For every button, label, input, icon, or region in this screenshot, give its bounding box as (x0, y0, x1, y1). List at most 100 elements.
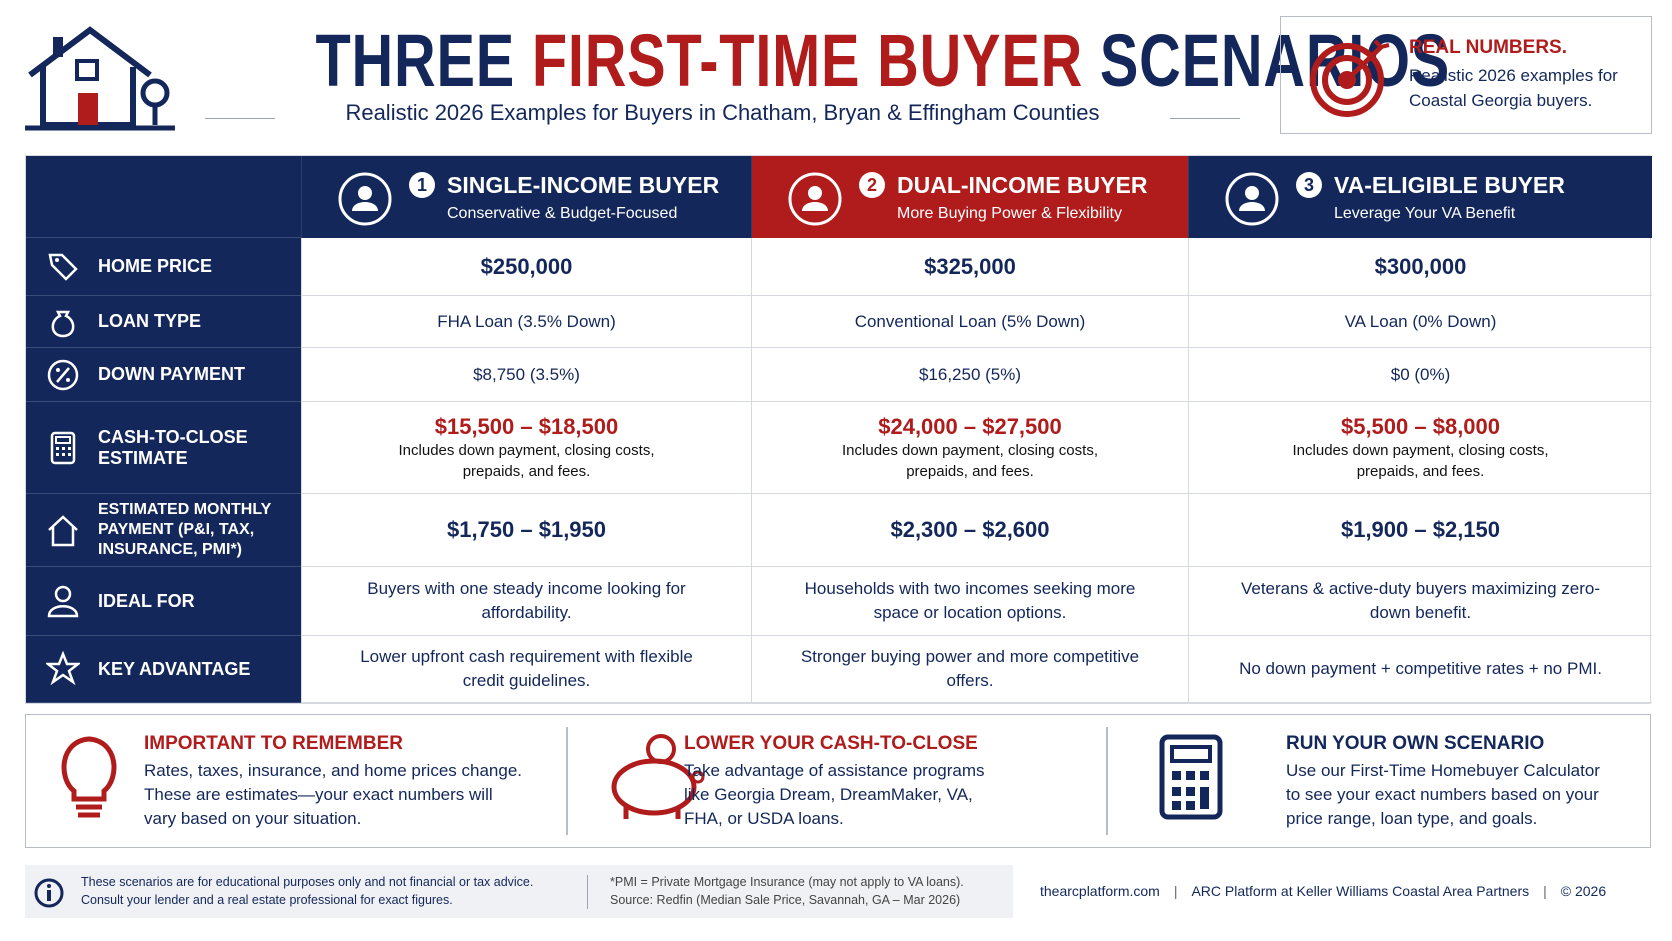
callout-text: Realistic 2026 examples for Coastal Geor… (1409, 66, 1618, 110)
column-icon (788, 172, 842, 226)
cell: No down payment + competitive rates + no… (1188, 636, 1652, 703)
calculator-icon (1159, 734, 1223, 820)
cell: $16,250 (5%) (751, 348, 1188, 402)
cell-note: Includes down payment, closing costs, pr… (842, 441, 1098, 480)
column-subtitle: More Buying Power & Flexibility (897, 204, 1122, 222)
tip: LOWER YOUR CASH-TO-CLOSE Take advantage … (566, 715, 1106, 847)
column-number: 2 (859, 172, 885, 198)
separator (566, 727, 568, 835)
tip-text: Take advantage of assistance programs li… (684, 761, 985, 828)
corner (26, 156, 301, 238)
cell: $0 (0%) (1188, 348, 1652, 402)
bulb-icon (61, 736, 117, 818)
tip-title: LOWER YOUR CASH-TO-CLOSE (684, 733, 978, 754)
column-heading: 2 DUAL-INCOME BUYER More Buying Power & Fl… (859, 172, 1147, 223)
cell: $24,000 – $27,500 Includes down payment, … (751, 402, 1188, 494)
site: thearcplatform.com (1040, 883, 1160, 899)
row-icon (48, 515, 78, 547)
cell: $1,900 – $2,150 (1188, 494, 1652, 567)
column-title-row: 1 SINGLE-INCOME BUYER (409, 172, 719, 199)
row-label-text: ESTIMATED MONTHLY PAYMENT (P&I, TAX, INS… (98, 501, 272, 558)
cell: $15,500 – $18,500 Includes down payment, … (301, 402, 751, 494)
column-icon (1225, 172, 1279, 226)
cell: $2,300 – $2,600 (751, 494, 1188, 567)
company: ARC Platform at Keller Williams Coastal … (1191, 883, 1530, 899)
cell: Lower upfront cash requirement with flex… (301, 636, 751, 703)
row-icon (47, 359, 79, 390)
info-icon (34, 878, 64, 908)
column-subtitle: Leverage Your VA Benefit (1334, 204, 1516, 222)
row-label-text: LOAN TYPE (98, 311, 202, 331)
cell: FHA Loan (3.5% Down) (301, 296, 751, 348)
row-icon (46, 651, 80, 686)
row-label-text: HOME PRICE (98, 256, 213, 276)
cell: Conventional Loan (5% Down) (751, 296, 1188, 348)
row-icon (48, 253, 78, 281)
title: THREE FIRST-TIME BUYER SCENARIOS (315, 18, 1450, 103)
row-icon (47, 585, 79, 618)
cell-note: Includes down payment, closing costs, pr… (398, 441, 655, 480)
cell: $325,000 (751, 238, 1188, 296)
cell: Veterans & active-duty buyers maximizing… (1188, 567, 1652, 636)
cell-amount: $5,500 – $8,000 (1340, 413, 1501, 439)
cell: $1,750 – $1,950 (301, 494, 751, 567)
row-label-text: CASH-TO-CLOSE ESTIMATE (98, 426, 248, 468)
column-icon (338, 172, 392, 226)
subtitle: Realistic 2026 Examples for Buyers in Ch… (345, 100, 1100, 125)
title-part: FIRST-TIME BUYER (531, 19, 1084, 102)
title-part: THREE (315, 19, 516, 102)
tip-title: RUN YOUR OWN SCENARIO (1286, 733, 1545, 754)
cell-note: Includes down payment, closing costs, pr… (1292, 441, 1549, 480)
cell: $300,000 (1188, 238, 1652, 296)
column-subtitle: Conservative & Budget-Focused (447, 204, 678, 222)
column-heading: 1 SINGLE-INCOME BUYER Conservative & Budge… (409, 172, 719, 223)
column-title: DUAL-INCOME BUYER (897, 171, 1148, 198)
separator (587, 875, 588, 909)
separator (1106, 727, 1108, 835)
callout: REAL NUMBERS. Realistic 2026 examples fo… (1280, 16, 1652, 134)
tip-text: Rates, taxes, insurance, and home prices… (144, 761, 522, 828)
tip: RUN YOUR OWN SCENARIO Use our First-Time… (1106, 715, 1652, 847)
cell-amount: $15,500 – $18,500 (434, 413, 619, 439)
cell: $8,750 (3.5%) (301, 348, 751, 402)
row-icon (51, 310, 75, 337)
row-label: CASH-TO-CLOSE ESTIMATE (26, 402, 301, 494)
column-header: 1 SINGLE-INCOME BUYER Conservative & Budge… (301, 156, 751, 238)
column-number: 1 (409, 172, 435, 198)
house-icon (25, 26, 175, 131)
cell: Stronger buying power and more competiti… (751, 636, 1188, 703)
column-header: 3 VA-ELIGIBLE BUYER Leverage Your VA Benef… (1188, 156, 1652, 238)
column-title: SINGLE-INCOME BUYER (447, 171, 720, 198)
piggy-icon (611, 734, 705, 819)
cell-amount: $24,000 – $27,500 (878, 413, 1062, 439)
title-part: SCENARIOS (1099, 19, 1451, 102)
tip-text: Use our First-Time Homebuyer Calculator … (1286, 761, 1600, 828)
row-label: ESTIMATED MONTHLY PAYMENT (P&I, TAX, INS… (26, 494, 301, 567)
row-label: HOME PRICE (26, 238, 301, 296)
column-header: 2 DUAL-INCOME BUYER More Buying Power & Fl… (751, 156, 1188, 238)
column-number: 3 (1296, 172, 1322, 198)
column-title-row: 3 VA-ELIGIBLE BUYER (1296, 172, 1565, 199)
tips-box: IMPORTANT TO REMEMBER Rates, taxes, insu… (25, 714, 1651, 848)
footnote: *PMI = Private Mortgage Insurance (may n… (610, 875, 964, 889)
copyright: © 2026 (1560, 883, 1607, 899)
column-title: VA-ELIGIBLE BUYER (1334, 171, 1565, 198)
disclaimer: These scenarios are for educational purp… (81, 875, 534, 907)
cell: VA Loan (0% Down) (1188, 296, 1652, 348)
column-heading: 3 VA-ELIGIBLE BUYER Leverage Your VA Benef… (1296, 172, 1565, 223)
rule (205, 118, 275, 119)
callout-heading: REAL NUMBERS. (1409, 37, 1567, 58)
tip: IMPORTANT TO REMEMBER Rates, taxes, insu… (26, 715, 566, 847)
row-label-text: KEY ADVANTAGE (98, 658, 251, 679)
cell: Households with two incomes seeking more… (751, 567, 1188, 636)
cell: Buyers with one steady income looking fo… (301, 567, 751, 636)
comparison-table: 1 SINGLE-INCOME BUYER Conservative & Budge… (25, 155, 1652, 704)
cell: $250,000 (301, 238, 751, 296)
tip-title: IMPORTANT TO REMEMBER (144, 733, 403, 754)
row-label: DOWN PAYMENT (26, 348, 301, 402)
row-label: KEY ADVANTAGE (26, 636, 301, 703)
column-title-row: 2 DUAL-INCOME BUYER (859, 172, 1147, 199)
row-label: LOAN TYPE (26, 296, 301, 348)
credits: thearcplatform.com | ARC Platform at Kelle… (1040, 883, 1607, 899)
